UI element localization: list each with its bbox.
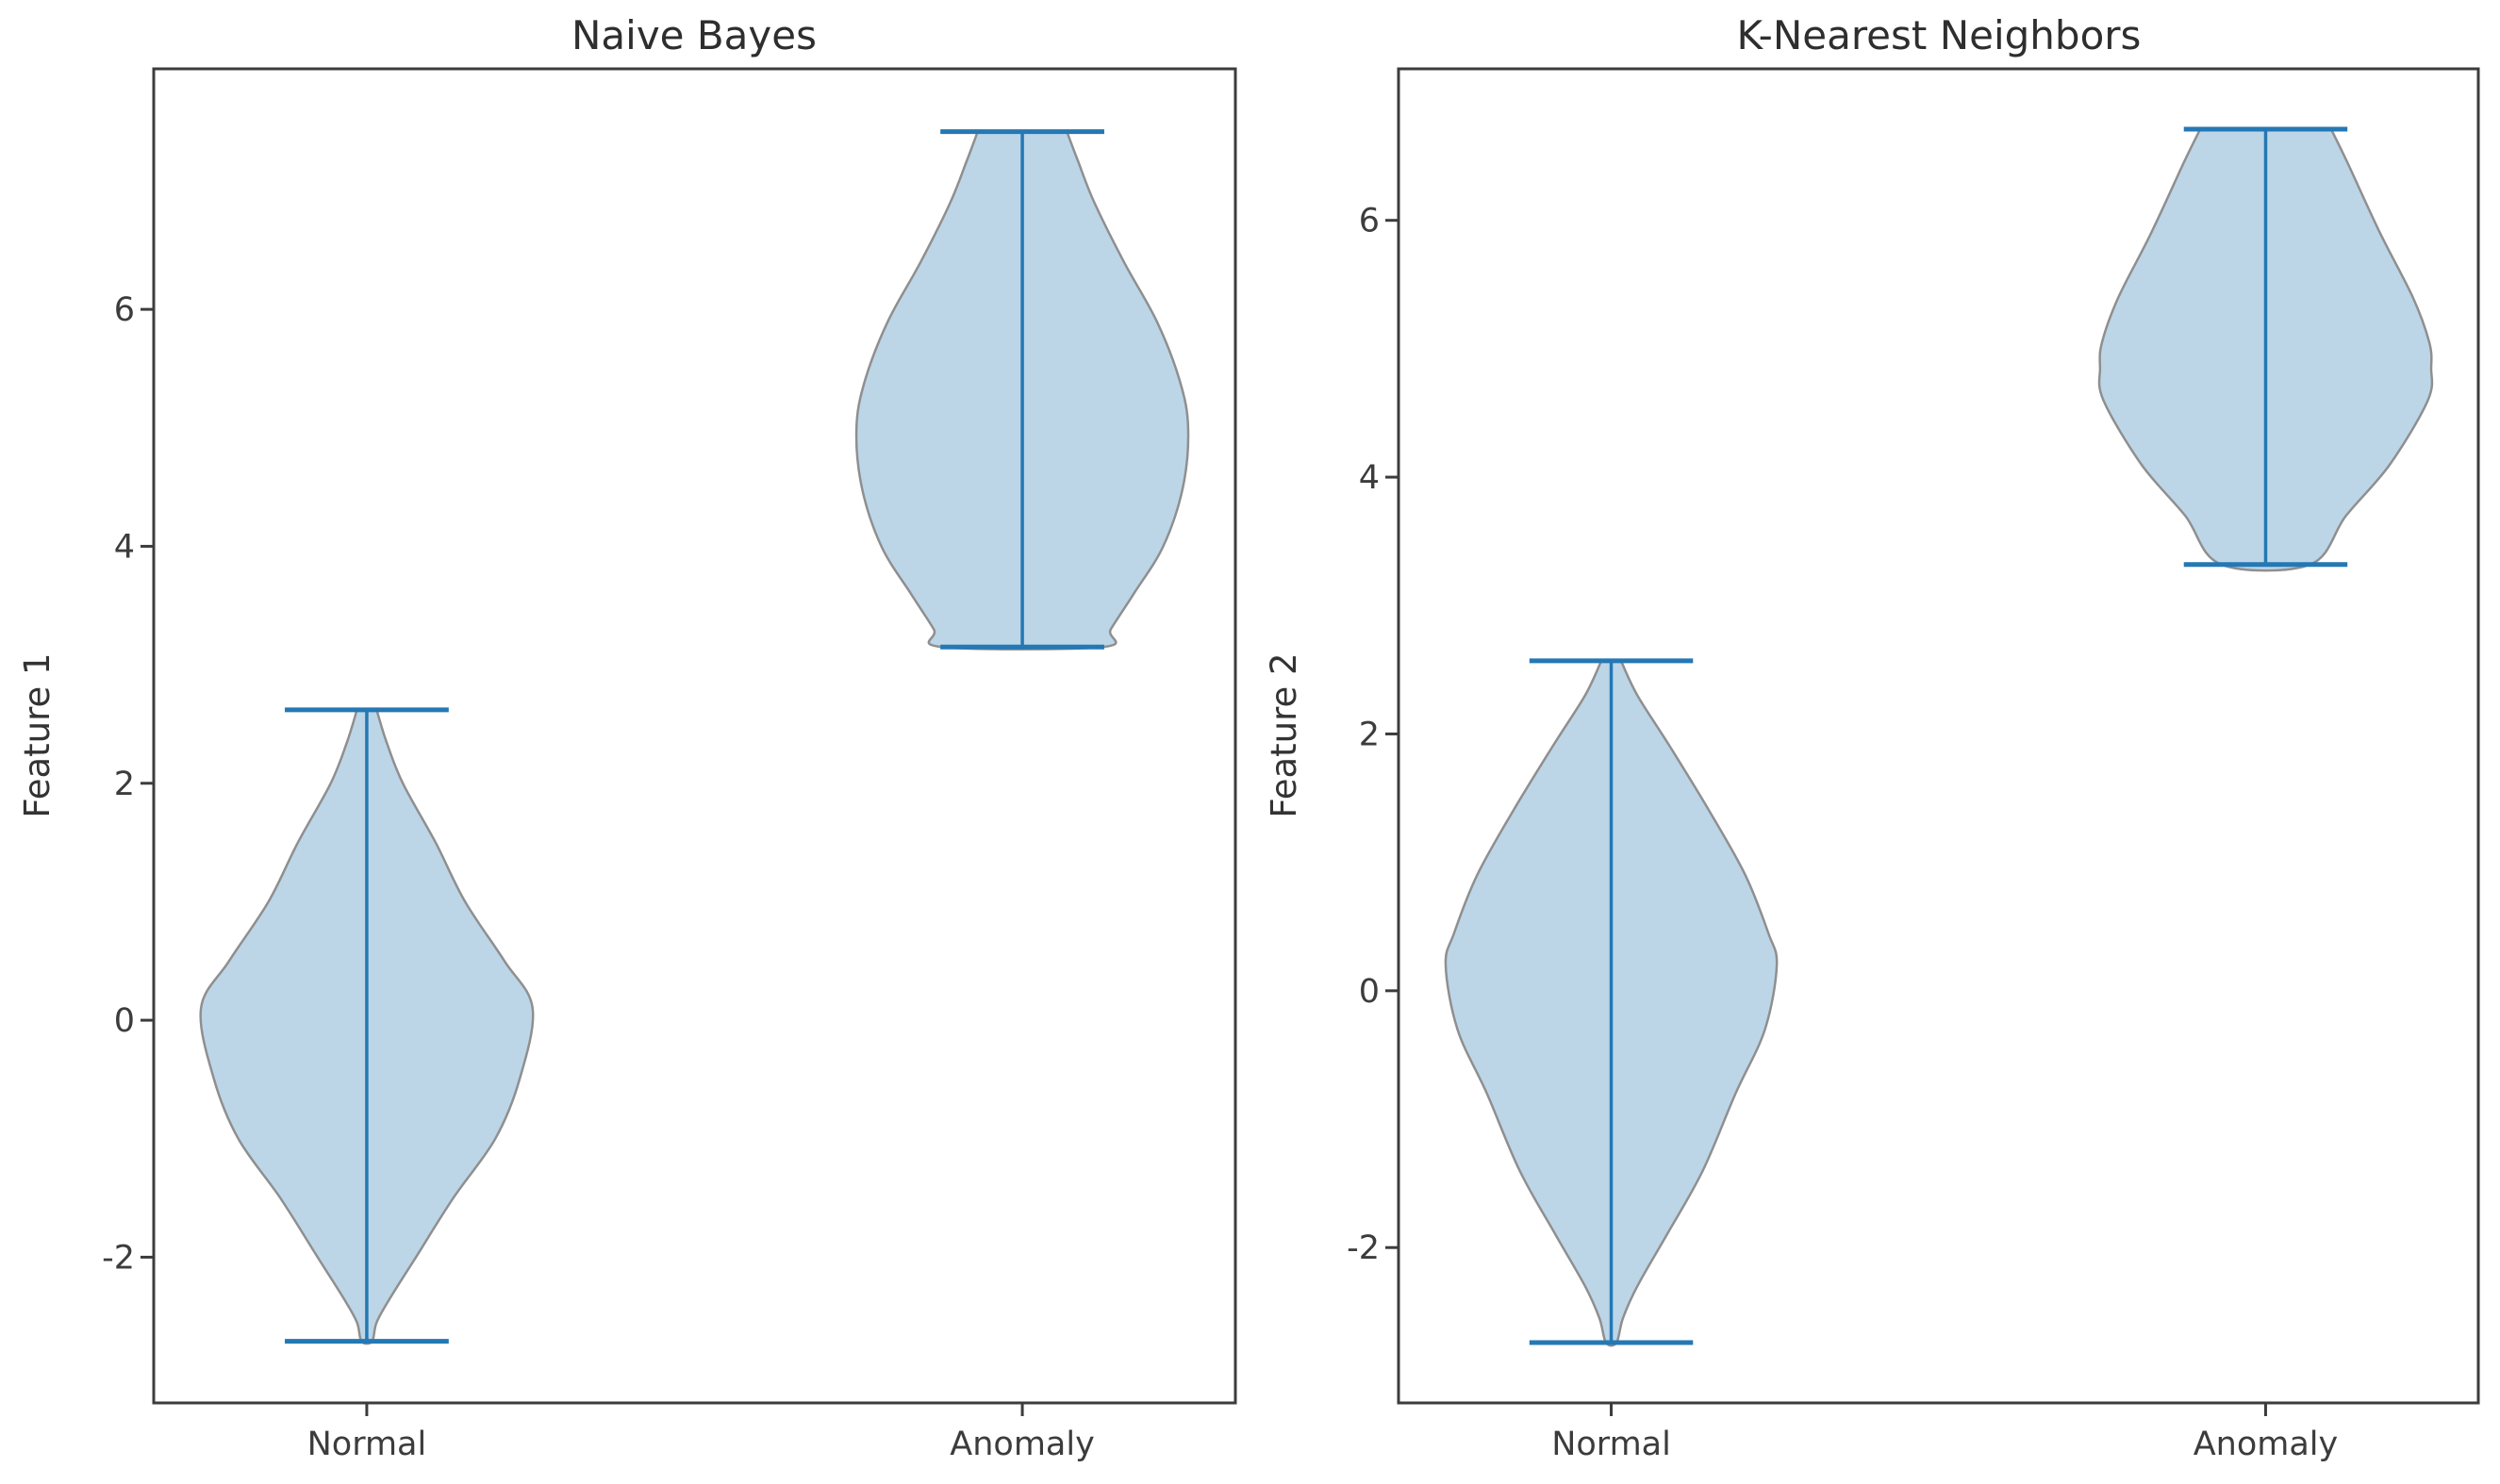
y-tick-label: -2 bbox=[1347, 1229, 1380, 1267]
panel-title: Naive Bayes bbox=[571, 12, 817, 58]
x-tick-label: Anomaly bbox=[950, 1426, 1095, 1463]
y-axis-label: Feature 1 bbox=[17, 652, 58, 817]
panel-naive-bayes: Naive Bayes Feature 1 6 4 2 0 -2 Normal Anomal… bbox=[17, 12, 1237, 1463]
panel-title: K-Nearest Neighbors bbox=[1737, 12, 2142, 58]
x-tick-label: Normal bbox=[1551, 1426, 1671, 1463]
plot-area: 6 4 2 0 -2 Normal Anomaly bbox=[102, 129, 1190, 1463]
x-tick-label: Anomaly bbox=[2194, 1426, 2339, 1463]
panel-k-nearest-neighbors: K-Nearest Neighbors Feature 2 6 4 2 0 -2 Norm… bbox=[1264, 12, 2480, 1463]
plot-frame bbox=[152, 67, 1237, 1405]
y-tick-label: 0 bbox=[114, 1002, 135, 1040]
y-tick-label: 6 bbox=[1359, 203, 1380, 240]
plot-area: 6 4 2 0 -2 Normal Anomaly bbox=[1347, 126, 2434, 1463]
y-tick-label: 2 bbox=[114, 766, 135, 803]
y-tick-label: 4 bbox=[114, 528, 135, 566]
plot-frame bbox=[1397, 67, 2480, 1405]
x-tick-label: Normal bbox=[307, 1426, 427, 1463]
y-tick-label: 4 bbox=[1359, 459, 1380, 497]
y-axis-label: Feature 2 bbox=[1264, 652, 1304, 817]
y-tick-label: 6 bbox=[114, 291, 135, 329]
y-tick-label: -2 bbox=[102, 1239, 135, 1277]
y-tick-label: 2 bbox=[1359, 716, 1380, 753]
y-tick-label: 0 bbox=[1359, 973, 1380, 1011]
